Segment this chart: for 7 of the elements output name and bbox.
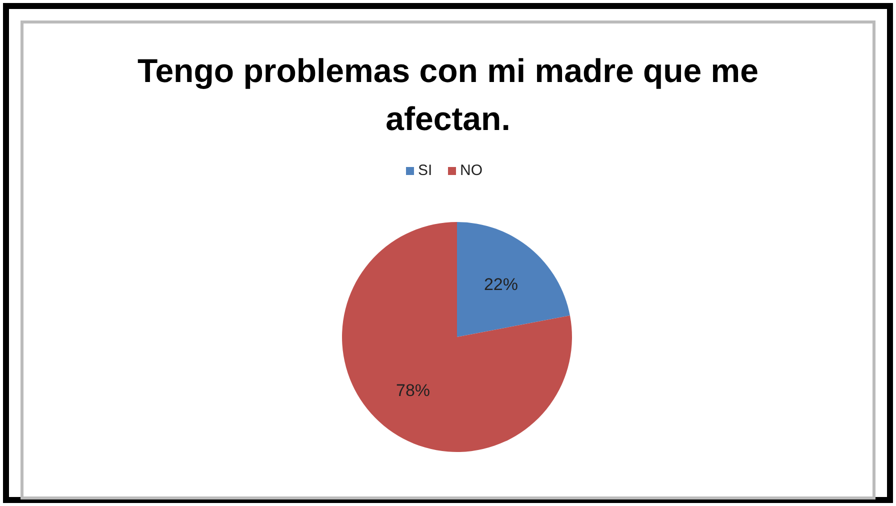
legend-label: NO [460,162,482,179]
pie-slice [457,222,570,337]
data-label: 22% [484,274,518,294]
data-label: 78% [396,381,430,400]
legend-label: SI [418,162,432,179]
chart-title: Tengo problemas con mi madre que me afectan. [137,52,759,137]
pie-slice [342,222,572,452]
